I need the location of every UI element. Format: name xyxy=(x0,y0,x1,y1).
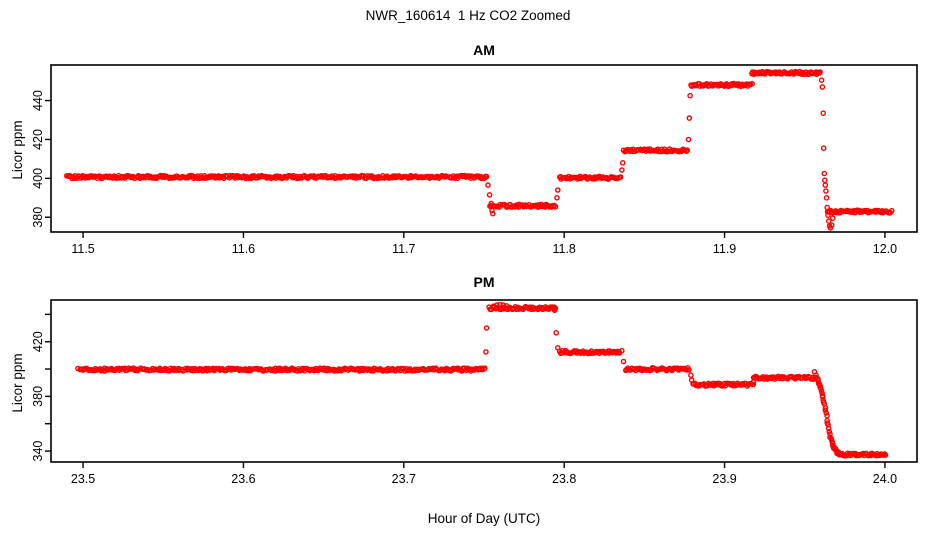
x-tick-label: 24.0 xyxy=(873,472,897,486)
y-tick-label: 340 xyxy=(31,441,45,462)
x-tick-label: 11.6 xyxy=(232,242,255,256)
figure-title: NWR_160614 1 Hz CO2 Zoomed xyxy=(365,8,571,23)
x-tick-label: 11.7 xyxy=(392,242,415,256)
x-axis-label: Hour of Day (UTC) xyxy=(427,511,541,526)
x-tick-label: 23.5 xyxy=(71,472,95,486)
x-tick-label: 23.7 xyxy=(392,472,416,486)
x-tick-label: 11.5 xyxy=(71,242,94,256)
x-tick-label: 23.6 xyxy=(231,472,255,486)
x-tick-label: 23.9 xyxy=(712,472,736,486)
y-tick-label: 440 xyxy=(31,90,45,111)
x-tick-label: 11.8 xyxy=(552,242,575,256)
y-tick-label: 380 xyxy=(31,207,45,228)
pm-panel-title: PM xyxy=(473,274,495,290)
am-data-points xyxy=(63,68,895,231)
y-tick-label: 420 xyxy=(31,331,45,352)
x-tick-label: 23.8 xyxy=(552,472,576,486)
y-tick-label: 400 xyxy=(31,168,45,189)
panel-pm: 23.5 23.6 23.7 23.8 23.9 24.0 340 380 420 xyxy=(31,299,918,486)
y-tick-label: 380 xyxy=(31,386,45,407)
x-tick-label: 11.9 xyxy=(713,242,736,256)
panel-am: 11.5 11.6 11.7 11.8 11.9 12.0 380 400 420 440 xyxy=(31,64,918,256)
plot-box xyxy=(50,299,918,463)
plot-box xyxy=(50,64,918,233)
x-tick-label: 12.0 xyxy=(873,242,897,256)
y-tick-label: 420 xyxy=(31,129,45,150)
am-panel-title: AM xyxy=(473,42,495,58)
pm-data-points xyxy=(75,301,889,459)
